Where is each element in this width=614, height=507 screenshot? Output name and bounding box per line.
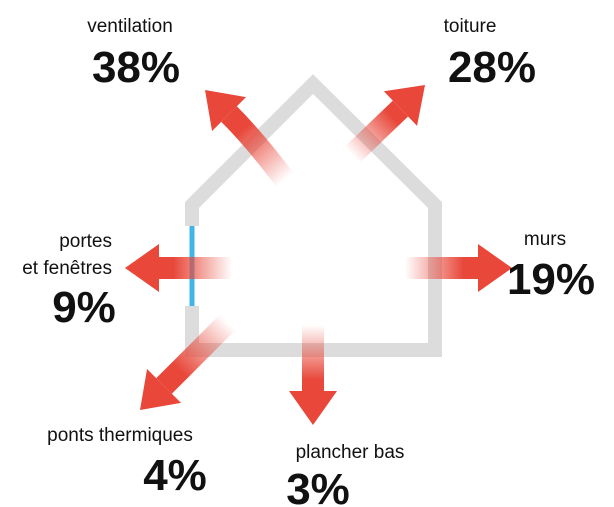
- percentage: 3%: [286, 465, 350, 507]
- arrow-shaft: [221, 106, 294, 187]
- label-line: portes: [59, 231, 112, 252]
- label: ventilation: [87, 16, 173, 37]
- arrow-head: [205, 90, 247, 132]
- arrow-shaft: [344, 100, 409, 163]
- arrow-head: [140, 368, 182, 410]
- arrow-head: [125, 244, 159, 292]
- percentage: 28%: [448, 43, 536, 92]
- label: ponts thermiques: [47, 425, 193, 446]
- label: plancher bas: [296, 442, 405, 463]
- arrow-head: [289, 391, 337, 425]
- percentage: 19%: [507, 255, 595, 304]
- label-line: et fenêtres: [22, 258, 112, 279]
- arrow-shaft: [156, 314, 236, 394]
- labels: ventilation 38% toiture 28% murs 19% portes et …: [22, 16, 595, 507]
- label: portes et fenêtres: [22, 231, 112, 279]
- arrows: [125, 85, 512, 425]
- percentage: 4%: [143, 451, 207, 500]
- label: murs: [524, 229, 566, 250]
- label: toiture: [444, 16, 497, 37]
- arrow-head: [383, 85, 425, 126]
- arrow-head: [478, 244, 512, 292]
- percentage: 9%: [52, 283, 116, 332]
- percentage: 38%: [92, 43, 180, 92]
